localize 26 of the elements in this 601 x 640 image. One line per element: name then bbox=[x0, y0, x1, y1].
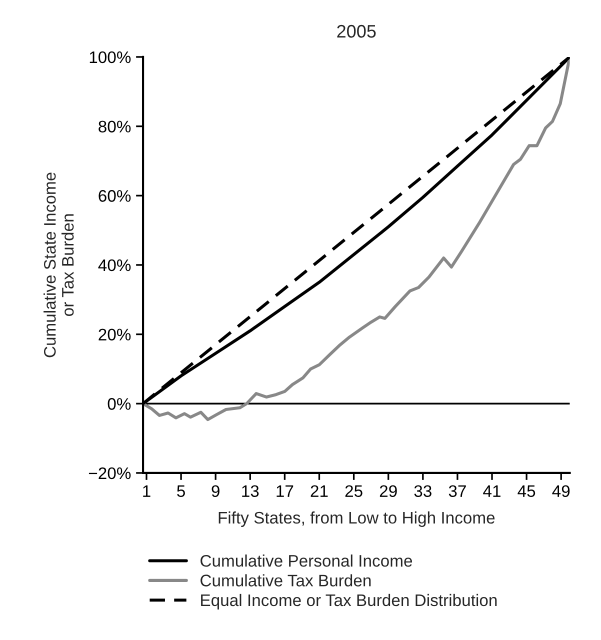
y-tick-label: 60% bbox=[98, 190, 131, 202]
y-tick-label: −20% bbox=[88, 467, 131, 480]
y-tick-label: 40% bbox=[98, 259, 131, 272]
x-tick-label: 45 bbox=[518, 485, 536, 498]
y-tick-label: 80% bbox=[98, 120, 131, 132]
legend-label: Equal Income or Tax Burden Distribution bbox=[201, 594, 497, 610]
x-tick-label: 17 bbox=[276, 485, 294, 497]
x-tick-label: 5 bbox=[177, 485, 185, 498]
legend-label: Cumulative Tax Burden bbox=[200, 574, 371, 586]
y-tick-label: 100% bbox=[90, 51, 131, 64]
legend-label: Cumulative Personal Income bbox=[200, 554, 412, 567]
x-tick-label: 9 bbox=[212, 485, 220, 498]
y-axis-title: Cumulative State Income or Tax Burden bbox=[44, 172, 74, 358]
x-tick-label: 33 bbox=[414, 485, 432, 498]
x-tick-label: 41 bbox=[483, 485, 500, 497]
x-tick-label: 49 bbox=[552, 485, 570, 498]
x-tick-label: 21 bbox=[310, 485, 328, 497]
y-tick-label: 20% bbox=[98, 328, 131, 340]
y-tick-label: 0% bbox=[108, 398, 131, 410]
x-axis-title: Fifty States, from Low to High Income bbox=[218, 511, 495, 527]
x-tick-label: 13 bbox=[242, 485, 259, 498]
x-tick-label: 1 bbox=[143, 485, 150, 497]
x-tick-label: 25 bbox=[345, 485, 362, 498]
x-tick-label: 37 bbox=[448, 485, 466, 498]
x-tick-label: 29 bbox=[380, 485, 397, 498]
chart-title: 2005 bbox=[337, 24, 376, 38]
